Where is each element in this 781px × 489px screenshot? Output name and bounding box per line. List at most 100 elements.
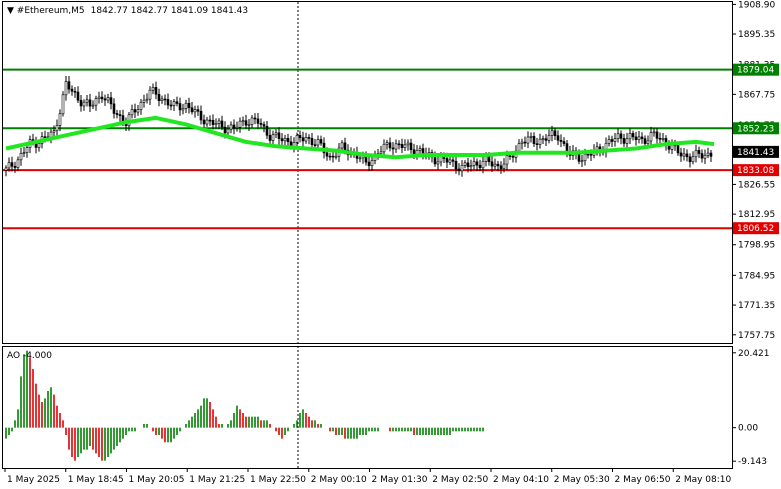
level-lines: 1879.04 1852.23 1833.08 1806.52 1841.43 [3,63,779,235]
candle-body [553,130,557,136]
candle-body [652,131,656,134]
candle-body [220,120,224,128]
candle-body [463,162,467,166]
candle-body [181,108,185,111]
candle-body [58,113,62,126]
candle-body [481,161,485,169]
price-tick-label: 1895.35 [738,30,775,40]
candle-body [589,153,593,156]
candle-body [304,137,308,142]
candle-body [619,133,623,139]
candle-body [682,153,686,157]
candle-body [703,154,707,159]
candle-body [535,143,539,145]
candle-body [370,160,374,166]
candle-body [478,164,482,169]
candle-body [472,161,476,166]
moving-average [5,115,715,160]
level-label: 1852.23 [737,124,774,134]
candle-body [433,156,437,165]
candle-body [244,120,248,126]
candle-body [283,138,287,142]
candle-body [70,88,74,92]
candle-body [637,136,641,140]
candle-body [25,147,29,153]
candle-body [649,132,653,142]
chart-header: ▼ #Ethereum,M5 1842.77 1842.77 1841.09 18… [7,6,248,16]
time-tick-label: 2 May 05:30 [554,475,610,485]
candle-body [550,130,554,136]
candle-body [625,138,629,144]
candle-body [79,99,83,107]
candle-body [160,98,164,101]
candle-body [229,124,233,130]
candle-body [238,120,242,128]
candle-body [103,98,107,101]
candle-body [106,97,110,101]
candle-body [247,123,251,126]
price-tick-label: 1784.95 [738,271,775,281]
candle-body [325,152,329,157]
level-label: 1806.52 [737,224,774,234]
symbol-label: #Ethereum,M5 [17,6,85,16]
candle-body [382,143,386,153]
candle-body [559,139,563,142]
current-price-badge [733,145,779,158]
candle-body [235,126,239,129]
level-badge [733,164,779,177]
candle-body [316,139,320,146]
candle-body [136,109,140,113]
candle-body [508,155,512,158]
candle-body [388,142,392,149]
candle-body [4,167,8,171]
candle-body [187,102,191,109]
candle-body [184,102,188,109]
candle-body [628,133,632,140]
candle-body [259,123,263,125]
candle-body [307,137,311,139]
candle-body [613,138,617,142]
candle-body [217,120,221,124]
candle-body [226,128,230,134]
candle-body [343,142,347,151]
candle-body [133,109,137,113]
candle-body [697,150,701,154]
candle-body [661,138,665,140]
candle-body [19,152,23,161]
candle-body [13,165,17,168]
candle-body [100,96,104,100]
candle-body [55,125,59,132]
candle-body [616,133,620,139]
candle-body [391,147,395,150]
level-label: 1833.08 [737,166,774,176]
candle-body [64,81,68,96]
candle-body [139,101,143,110]
candle-body [250,117,254,125]
candle-body [178,103,182,111]
candle-body [412,149,416,155]
candle-body [679,152,683,157]
candle-body [202,119,206,125]
candle-body [562,141,566,144]
candle-body [547,135,551,141]
candle-body [166,99,170,106]
candle-body [640,136,644,139]
ao-axis: 20.421 0.00 -9.143 [732,349,770,467]
candle-body [253,117,257,120]
candle-body [43,136,47,138]
candle-body [232,124,236,129]
candle-body [436,161,440,165]
ohlc-values: 1842.77 1842.77 1841.09 1841.43 [91,6,248,16]
candle-body [655,131,659,139]
candle-body [556,135,560,141]
candle-body [340,142,344,149]
candle-body [451,159,455,162]
candle-body [532,136,536,144]
candle-body [670,144,674,150]
candle-body [418,148,422,151]
candle-body [688,156,692,163]
triangle-icon: ▼ [7,6,17,16]
candle-body [580,160,584,163]
candle-body [505,155,509,165]
candle-body [622,138,626,144]
